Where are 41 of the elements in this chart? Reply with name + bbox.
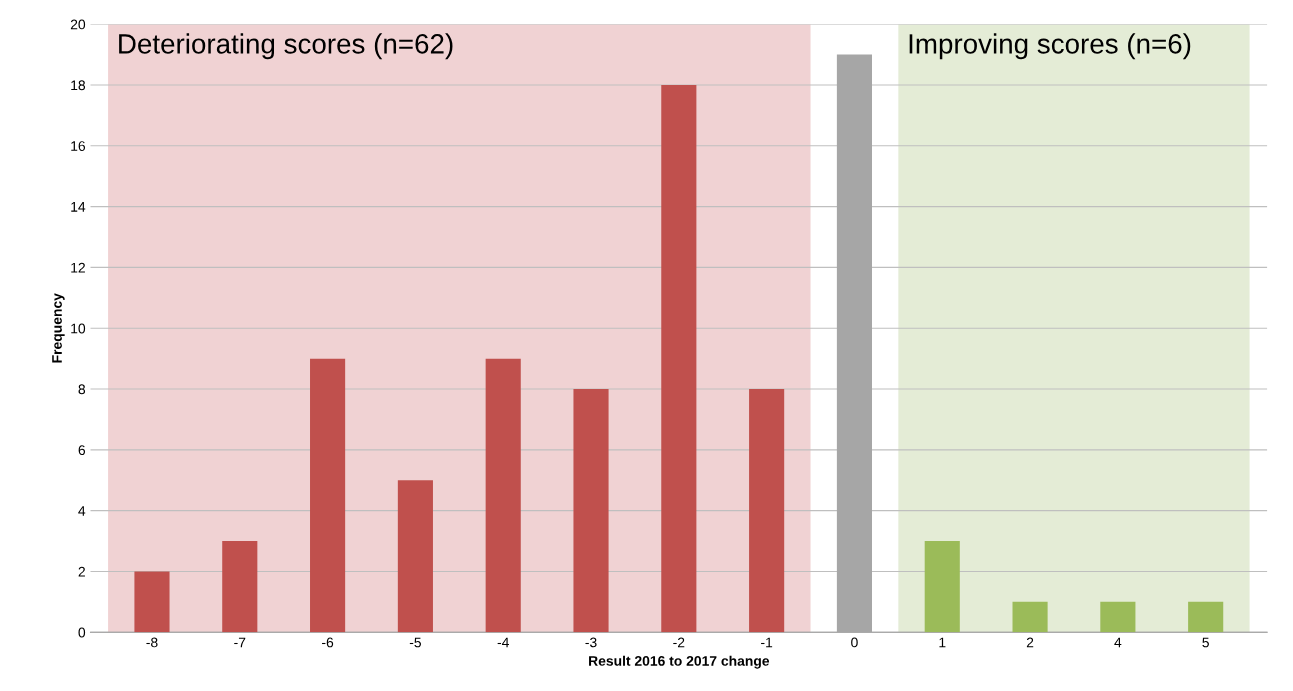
y-tick-label: 16 (71, 141, 86, 151)
y-tick-label: 0 (78, 627, 86, 638)
bar (749, 389, 785, 633)
x-tick-label: -8 (146, 637, 158, 648)
y-tick-label: 8 (78, 384, 86, 395)
bar (397, 480, 433, 633)
x-tick-label: -5 (409, 637, 421, 648)
bar (222, 541, 258, 633)
x-tick-label: -2 (673, 637, 685, 648)
x-tick-label: 0 (851, 637, 858, 648)
bar (924, 541, 960, 633)
y-tick-label: 12 (71, 262, 85, 273)
y-tick-label: 20 (70, 19, 86, 30)
bar (134, 571, 170, 633)
x-axis-title: Result 2016 to 2017 change (589, 655, 770, 669)
x-tick-label: -6 (322, 637, 334, 648)
x-tick-label: 5 (1202, 637, 1209, 648)
bar (310, 358, 346, 633)
y-tick-label: 4 (78, 506, 86, 516)
band-label: Improving scores (n=6) (909, 33, 1191, 60)
y-axis-title: Frequency (52, 293, 65, 363)
y-tick-label: 14 (71, 202, 86, 212)
y-tick-label: 18 (71, 80, 86, 91)
y-tick-label: 10 (71, 323, 86, 334)
x-tick-label: 1 (939, 637, 946, 648)
bar (1188, 601, 1224, 633)
band-label: Deteriorating scores (n=62) (119, 33, 453, 60)
bar (1012, 601, 1048, 633)
x-tick-label: 2 (1026, 637, 1034, 648)
bar (1100, 601, 1136, 633)
bar (485, 358, 521, 633)
y-tick-label: 2 (78, 566, 85, 577)
y-tick-label: 6 (78, 445, 86, 456)
x-tick-label: 4 (1114, 637, 1122, 648)
x-tick-label: -1 (761, 637, 773, 648)
x-tick-label: -7 (234, 637, 246, 648)
bar (573, 389, 609, 633)
x-tick-label: -4 (497, 637, 509, 648)
x-tick-label: -3 (585, 637, 597, 648)
bar (661, 84, 697, 633)
bar (836, 54, 872, 633)
